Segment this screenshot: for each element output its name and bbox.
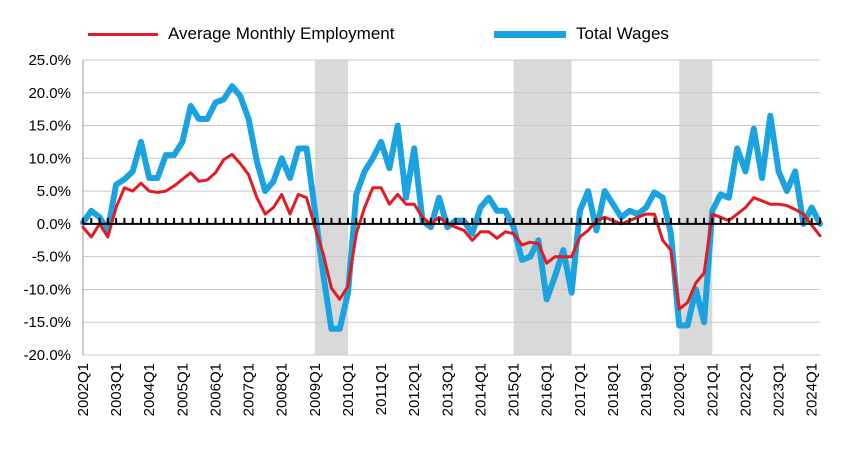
legend-wages: Total Wages xyxy=(494,24,669,44)
x-tick-label: 2003Q1 xyxy=(108,363,125,416)
y-tick-label: 25.0% xyxy=(28,52,71,69)
x-tick-label: 2022Q1 xyxy=(738,363,755,416)
y-tick-label: -5.0% xyxy=(32,249,71,266)
x-tick-label: 2016Q1 xyxy=(539,363,556,416)
x-tick-label: 2021Q1 xyxy=(704,363,721,416)
x-tick-label: 2005Q1 xyxy=(174,363,191,416)
recession-band xyxy=(513,60,572,355)
y-tick-label: 10.0% xyxy=(28,150,71,167)
x-tick-label: 2015Q1 xyxy=(506,363,523,416)
x-tick-label: 2007Q1 xyxy=(241,363,258,416)
x-tick-label: 2004Q1 xyxy=(141,363,158,416)
series-line-employment xyxy=(81,152,822,311)
x-tick-label: 2020Q1 xyxy=(671,363,688,416)
x-tick-label: 2023Q1 xyxy=(771,363,788,416)
x-tick-label: 2009Q1 xyxy=(307,363,324,416)
x-tick-label: 2017Q1 xyxy=(572,363,589,416)
y-tick-label: 20.0% xyxy=(28,85,71,102)
y-tick-label: 15.0% xyxy=(28,118,71,135)
legend-employment: Average Monthly Employment xyxy=(88,24,394,44)
x-tick-label: 2019Q1 xyxy=(638,363,655,416)
y-tick-label: -15.0% xyxy=(23,314,71,331)
y-tick-label: 0.0% xyxy=(37,216,71,233)
x-tick-label: 2014Q1 xyxy=(473,363,490,416)
x-tick-label: 2024Q1 xyxy=(804,363,821,416)
x-tick-label: 2010Q1 xyxy=(340,363,357,416)
x-tick-label: 2002Q1 xyxy=(75,363,92,416)
legend-label-employment: Average Monthly Employment xyxy=(168,24,395,43)
legend-swatch-wages xyxy=(494,30,566,38)
x-tick-label: 2012Q1 xyxy=(406,363,423,416)
y-tick-label: 5.0% xyxy=(37,183,71,200)
legend-swatch-employment xyxy=(88,32,158,36)
x-tick-label: 2008Q1 xyxy=(274,363,291,416)
x-tick-label: 2013Q1 xyxy=(439,363,456,416)
legend-label-wages: Total Wages xyxy=(576,24,669,43)
x-tick-label: 2006Q1 xyxy=(208,363,225,416)
y-tick-label: -10.0% xyxy=(23,281,71,298)
x-tick-label: 2011Q1 xyxy=(373,363,390,415)
x-tick-label: 2018Q1 xyxy=(605,363,622,416)
y-tick-label: -20.0% xyxy=(23,347,71,364)
